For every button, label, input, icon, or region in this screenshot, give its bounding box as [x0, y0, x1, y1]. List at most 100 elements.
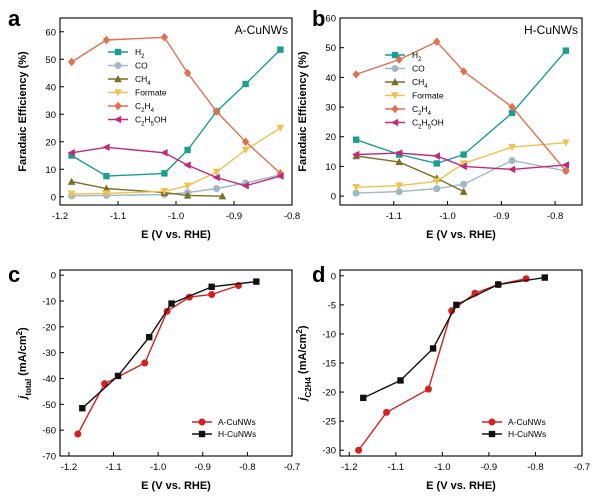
panel-a-series-h2-point-6	[277, 46, 284, 53]
panel-d-series-a-cunws-point-0	[355, 446, 363, 454]
panel-d-series-a-cunws-line	[358, 278, 527, 451]
panel-c-series-a-cunws-point-2	[141, 359, 149, 367]
panel-b-legend-marker-ch4	[391, 78, 399, 86]
panel-a-series-c2h5oh-line	[71, 146, 281, 187]
panel-d: d -1.2 -1.1 -1.0 -0.9 -0.8 -0.7 0 -5 -10 -15 -20 -25…	[295, 262, 591, 492]
panel-a-series-c2h5oh-point-4	[212, 173, 220, 182]
panel-a-series-ch4-point-3	[183, 191, 192, 199]
panel-b-series-c2h5oh-point-5	[561, 161, 570, 169]
panel-b-ytick-label-30: 30	[325, 103, 336, 114]
panel-b-series-formate-point-3	[459, 160, 468, 168]
panel-b-legend-marker-c2h5oh	[391, 118, 399, 127]
panel-b-series-c2h4-point-2	[433, 37, 441, 46]
panel-b-series-co-point-1	[395, 188, 403, 196]
panel-b: b H-CuNWs -1.1 -1.0 -0.9 -0.8 0 10 20 30 40 50 60 E (…	[297, 6, 583, 241]
panel-b-ytick-label-50: 50	[325, 43, 336, 54]
panel-c: c -1.2 -1.1 -1.0 -0.9 -0.8 -0.7 0 -10 -20 -30 -40 -5…	[8, 262, 300, 492]
panel-a-ytick-label-10: 10	[45, 165, 56, 176]
panel-a-xtick-label-1-2: -1.2	[52, 211, 68, 222]
panel-b-series-c2h4-point-5	[562, 166, 570, 176]
panel-a-series-formate-point-1	[102, 190, 111, 198]
panel-d-xtick-label-0-8: -0.8	[527, 462, 543, 473]
panel-b-xtick-label-1-0: -1.0	[439, 211, 455, 222]
panel-a-series-c2h5oh-point-1	[102, 143, 110, 152]
panel-b-legend-label-c2h5oh: C2H5OH	[412, 118, 444, 131]
panel-b-legend-marker-formate	[391, 92, 399, 100]
panel-c-series-a-cunws-line	[77, 284, 239, 435]
panel-b-series-h2-point-5	[562, 47, 570, 54]
panel-c-xtick-label-1-2: -1.2	[61, 462, 77, 473]
panel-a-series-h2-point-0	[68, 152, 75, 159]
panel-a-plot-frame	[59, 17, 293, 206]
panel-c-ytick-label-30: -30	[42, 348, 56, 359]
panel-a-ytick-label-40: 40	[45, 82, 56, 93]
panel-c-series-a-cunws-point-1	[101, 380, 109, 388]
panel-b-series-co-line	[356, 159, 567, 194]
panel-a-legend-marker-ch4	[114, 75, 122, 83]
panel-a-series-h2-point-1	[103, 172, 110, 180]
panel-b-xtick-label-0-8: -0.8	[547, 211, 563, 222]
panel-b-x-axis-title: E (V vs. RHE)	[426, 229, 496, 241]
panel-b-series-formate-line	[356, 142, 566, 188]
panel-a-series-formate-point-4	[212, 168, 221, 176]
panel-d-series-h-cunws-point-2	[429, 345, 437, 352]
panel-c-legend-marker-a-cunws	[198, 418, 206, 426]
panel-a-series-formate-point-5	[241, 146, 250, 154]
panel-a-series-ch4-point-4	[218, 192, 227, 200]
panel-b-series-c2h5oh-point-0	[352, 150, 360, 159]
panel-b-series-formate-point-2	[433, 178, 441, 186]
panel-c-xtick-label-0-7: -0.7	[284, 462, 300, 473]
panel-a-legend-marker-c2h5oh	[114, 115, 122, 124]
panel-a-legend-marker-formate	[114, 89, 122, 97]
panel-b-series-c2h5oh-line	[356, 152, 566, 171]
panel-b-legend-marker-c2h4	[391, 104, 399, 114]
panel-b-series-h2-point-4	[508, 109, 516, 117]
panel-b-ytick-label-0: 0	[331, 192, 336, 203]
panel-c-series-a-cunws-point-5	[208, 291, 216, 299]
panel-a-series-h2-line	[71, 49, 281, 177]
panel-b-letter: b	[312, 6, 325, 31]
panel-b-series-c2h5oh-point-4	[508, 165, 516, 174]
panel-d-series-a-cunws-point-2	[424, 385, 432, 393]
panel-a-ytick-label-20: 20	[45, 137, 56, 148]
panel-b-series-c2h4-point-4	[508, 102, 516, 112]
panel-a-series-h2-point-5	[242, 80, 249, 88]
panel-b-series-c2h4-point-3	[459, 67, 468, 76]
panel-a-ytick-label-60: 60	[45, 27, 56, 38]
panel-b-series-h2-point-3	[460, 151, 467, 158]
panel-a-series-c2h4-point-4	[212, 107, 221, 116]
panel-a-ytick-label-30: 30	[45, 110, 56, 121]
panel-d-legend-marker-a-cunws	[488, 418, 496, 426]
panel-c-xtick-label-1-0: -1.0	[150, 462, 166, 473]
panel-c-ytick-label-70: -70	[42, 452, 56, 463]
panel-a-series-c2h4-point-3	[183, 68, 192, 78]
panel-d-xtick-label-0-9: -0.9	[481, 462, 497, 473]
panel-a-legend-label-c2h5oh: C2H5OH	[135, 115, 167, 128]
panel-d-series-h-cunws-point-5	[541, 274, 548, 281]
panel-d-series-h-cunws-point-0	[360, 394, 367, 402]
panel-d-xtick-label-1-2: -1.2	[341, 462, 357, 473]
panel-b-series-c2h5oh-point-2	[432, 152, 440, 160]
panel-c-series-h-cunws-line	[81, 280, 257, 409]
panel-b-series-h2-point-2	[433, 160, 440, 167]
panel-c-ytick-label-40: -40	[42, 374, 56, 385]
panel-d-series-h-cunws-point-3	[453, 301, 460, 309]
panel-a-xtick-label-1-0: -1.0	[168, 211, 184, 222]
panel-b-legend-label-h2: H2	[412, 50, 422, 63]
panel-a-series-ch4-point-0	[67, 177, 76, 185]
panel-a-title: A-CuNWs	[235, 23, 288, 37]
panel-d-xtick-label-1-0: -1.0	[434, 462, 450, 473]
panel-d-ytick-label-15: -15	[322, 359, 336, 370]
panel-d-series-h-cunws-point-1	[397, 377, 404, 384]
panel-a-xtick-label-1-1: -1.1	[110, 211, 126, 222]
panel-d-ytick-label-30: -30	[322, 446, 336, 457]
panel-a-legend-label-h2: H2	[135, 47, 145, 60]
panel-a-series-c2h4-point-5	[241, 137, 250, 146]
panel-b-series-formate-point-5	[562, 139, 570, 147]
panel-d-ytick-label-10: -10	[322, 329, 336, 340]
panel-a-series-formate-point-3	[183, 182, 192, 190]
panel-b-series-c2h5oh-point-3	[459, 162, 467, 171]
panel-d-ytick-label-5: -5	[328, 300, 336, 311]
panel-d-series-h-cunws-line	[363, 276, 545, 399]
panel-b-series-formate-point-4	[508, 143, 516, 152]
